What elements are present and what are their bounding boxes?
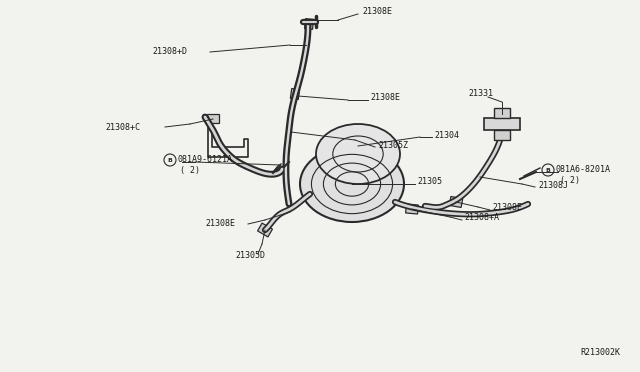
- Bar: [406, 204, 419, 214]
- Text: 21331: 21331: [468, 90, 493, 99]
- Text: ( 2): ( 2): [560, 176, 580, 185]
- Text: B: B: [545, 167, 550, 173]
- Text: 21308+A: 21308+A: [464, 214, 499, 222]
- Text: 081A9-6121A: 081A9-6121A: [178, 155, 233, 164]
- Text: 21308E: 21308E: [205, 219, 235, 228]
- Text: 21308+C: 21308+C: [105, 122, 140, 131]
- Bar: [291, 89, 300, 99]
- Text: 21305: 21305: [417, 177, 442, 186]
- Text: B: B: [168, 157, 172, 163]
- Bar: [494, 108, 510, 118]
- Text: 21308E: 21308E: [362, 7, 392, 16]
- Text: 21304: 21304: [434, 131, 459, 140]
- Text: 21308+D: 21308+D: [152, 48, 187, 57]
- Bar: [484, 118, 520, 130]
- Bar: [494, 130, 510, 140]
- Text: R213002K: R213002K: [580, 348, 620, 357]
- Ellipse shape: [316, 124, 400, 184]
- Bar: [257, 223, 273, 237]
- Text: 081A6-8201A: 081A6-8201A: [556, 166, 611, 174]
- Bar: [305, 19, 314, 29]
- Text: ( 2): ( 2): [180, 166, 200, 174]
- Bar: [449, 196, 463, 208]
- Text: 21308E: 21308E: [492, 203, 522, 212]
- Bar: [207, 113, 219, 122]
- Text: 21305Z: 21305Z: [378, 141, 408, 150]
- Text: 21308E: 21308E: [370, 93, 400, 103]
- Text: 21305D: 21305D: [235, 251, 265, 260]
- Ellipse shape: [300, 146, 404, 222]
- Text: 21308J: 21308J: [538, 180, 568, 189]
